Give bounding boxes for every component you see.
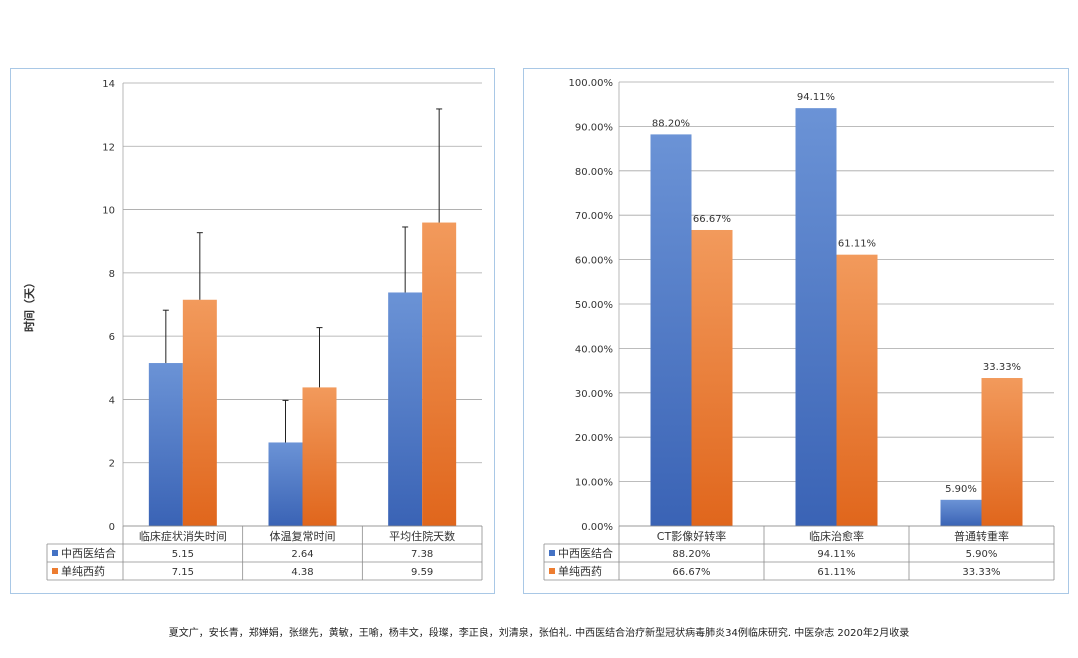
table-value-cell: 88.20% — [672, 549, 710, 560]
citation-caption: 夏文广，安长青，郑婵娟，张继先，黄敏，王喻，杨丰文，段璨，李正良，刘清泉，张伯礼… — [168, 628, 910, 639]
legend-label: 单纯西药 — [558, 565, 602, 578]
y-tick-label: 10.00% — [575, 478, 613, 489]
bar-series-b — [981, 378, 1023, 526]
y-tick-label: 10 — [102, 206, 115, 217]
data-label: 66.67% — [693, 214, 731, 225]
legend-swatch-series-b — [52, 568, 58, 574]
bar-series-a — [268, 442, 303, 526]
y-tick-label: 0.00% — [581, 522, 613, 533]
y-tick-label: 14 — [102, 79, 115, 90]
legend-swatch-series-b — [549, 568, 555, 574]
y-tick-label: 6 — [109, 332, 115, 343]
y-tick-label: 50.00% — [575, 300, 613, 311]
table-value-cell: 66.67% — [672, 567, 710, 578]
x-category-label: 体温复常时间 — [270, 529, 336, 543]
x-category-label: 临床症状消失时间 — [139, 529, 227, 543]
data-label: 88.20% — [652, 118, 690, 129]
bar-series-b — [302, 387, 337, 526]
y-tick-label: 60.00% — [575, 256, 613, 267]
table-value-cell: 94.11% — [817, 549, 855, 560]
y-tick-label: 90.00% — [575, 122, 613, 133]
y-tick-label: 100.00% — [569, 78, 614, 89]
legend-label: 单纯西药 — [61, 565, 105, 578]
table-value-cell: 33.33% — [962, 567, 1000, 578]
x-category-label: CT影像好转率 — [657, 529, 726, 543]
chart-panel-right: 0.00% 10.00% 20.00% 30.00% 40.00% 50.00% 60.00… — [523, 68, 1069, 594]
table-value-cell: 7.38 — [411, 549, 433, 560]
y-tick-label: 80.00% — [575, 167, 613, 178]
y-axis-title: 时间（天） — [22, 277, 36, 332]
x-category-label: 平均住院天数 — [389, 529, 455, 543]
legend-swatch-series-a — [52, 550, 58, 556]
duration-bar-chart: 0 2 4 6 8 10 12 14 时间（天） 临床症状消失时间 5.15 7.15 体温复常时间 2.… — [22, 79, 483, 581]
table-value-cell: 5.15 — [172, 549, 194, 560]
legend-label: 中西医结合 — [558, 546, 613, 560]
data-label: 94.11% — [797, 92, 835, 103]
bar-series-b — [691, 229, 733, 526]
y-tick-label: 0 — [109, 522, 115, 533]
bar-series-a — [148, 363, 183, 526]
legend-swatch-series-a — [549, 550, 555, 556]
y-tick-label: 70.00% — [575, 211, 613, 222]
bar-series-b — [422, 222, 457, 527]
rate-bar-chart: 0.00% 10.00% 20.00% 30.00% 40.00% 50.00% 60.00… — [543, 78, 1055, 581]
y-tick-label: 12 — [102, 142, 115, 153]
bar-series-a — [795, 108, 837, 526]
bar-series-a — [650, 134, 692, 526]
x-category-label: 普通转重率 — [954, 529, 1009, 543]
y-tick-label: 2 — [109, 459, 115, 470]
table-value-cell: 5.90% — [966, 549, 998, 560]
y-tick-label: 4 — [109, 395, 115, 406]
y-tick-label: 30.00% — [575, 389, 613, 400]
table-value-cell: 61.11% — [817, 567, 855, 578]
chart-panel-left: 0 2 4 6 8 10 12 14 时间（天） 临床症状消失时间 5.15 7.15 体温复常时间 2.… — [10, 68, 495, 594]
data-label: 5.90% — [945, 484, 977, 495]
bar-series-a — [388, 292, 423, 526]
legend-label: 中西医结合 — [61, 546, 116, 560]
table-value-cell: 9.59 — [411, 567, 433, 578]
table-value-cell: 4.38 — [291, 567, 313, 578]
data-label: 33.33% — [983, 362, 1021, 373]
bar-series-a — [940, 499, 982, 526]
y-tick-label: 40.00% — [575, 344, 613, 355]
table-value-cell: 7.15 — [172, 567, 194, 578]
bar-series-b — [182, 299, 217, 526]
x-category-label: 临床治愈率 — [809, 529, 864, 543]
y-tick-label: 8 — [109, 269, 115, 280]
y-tick-label: 20.00% — [575, 433, 613, 444]
bar-series-b — [836, 254, 878, 526]
data-label: 61.11% — [838, 239, 876, 250]
table-value-cell: 2.64 — [291, 549, 313, 560]
